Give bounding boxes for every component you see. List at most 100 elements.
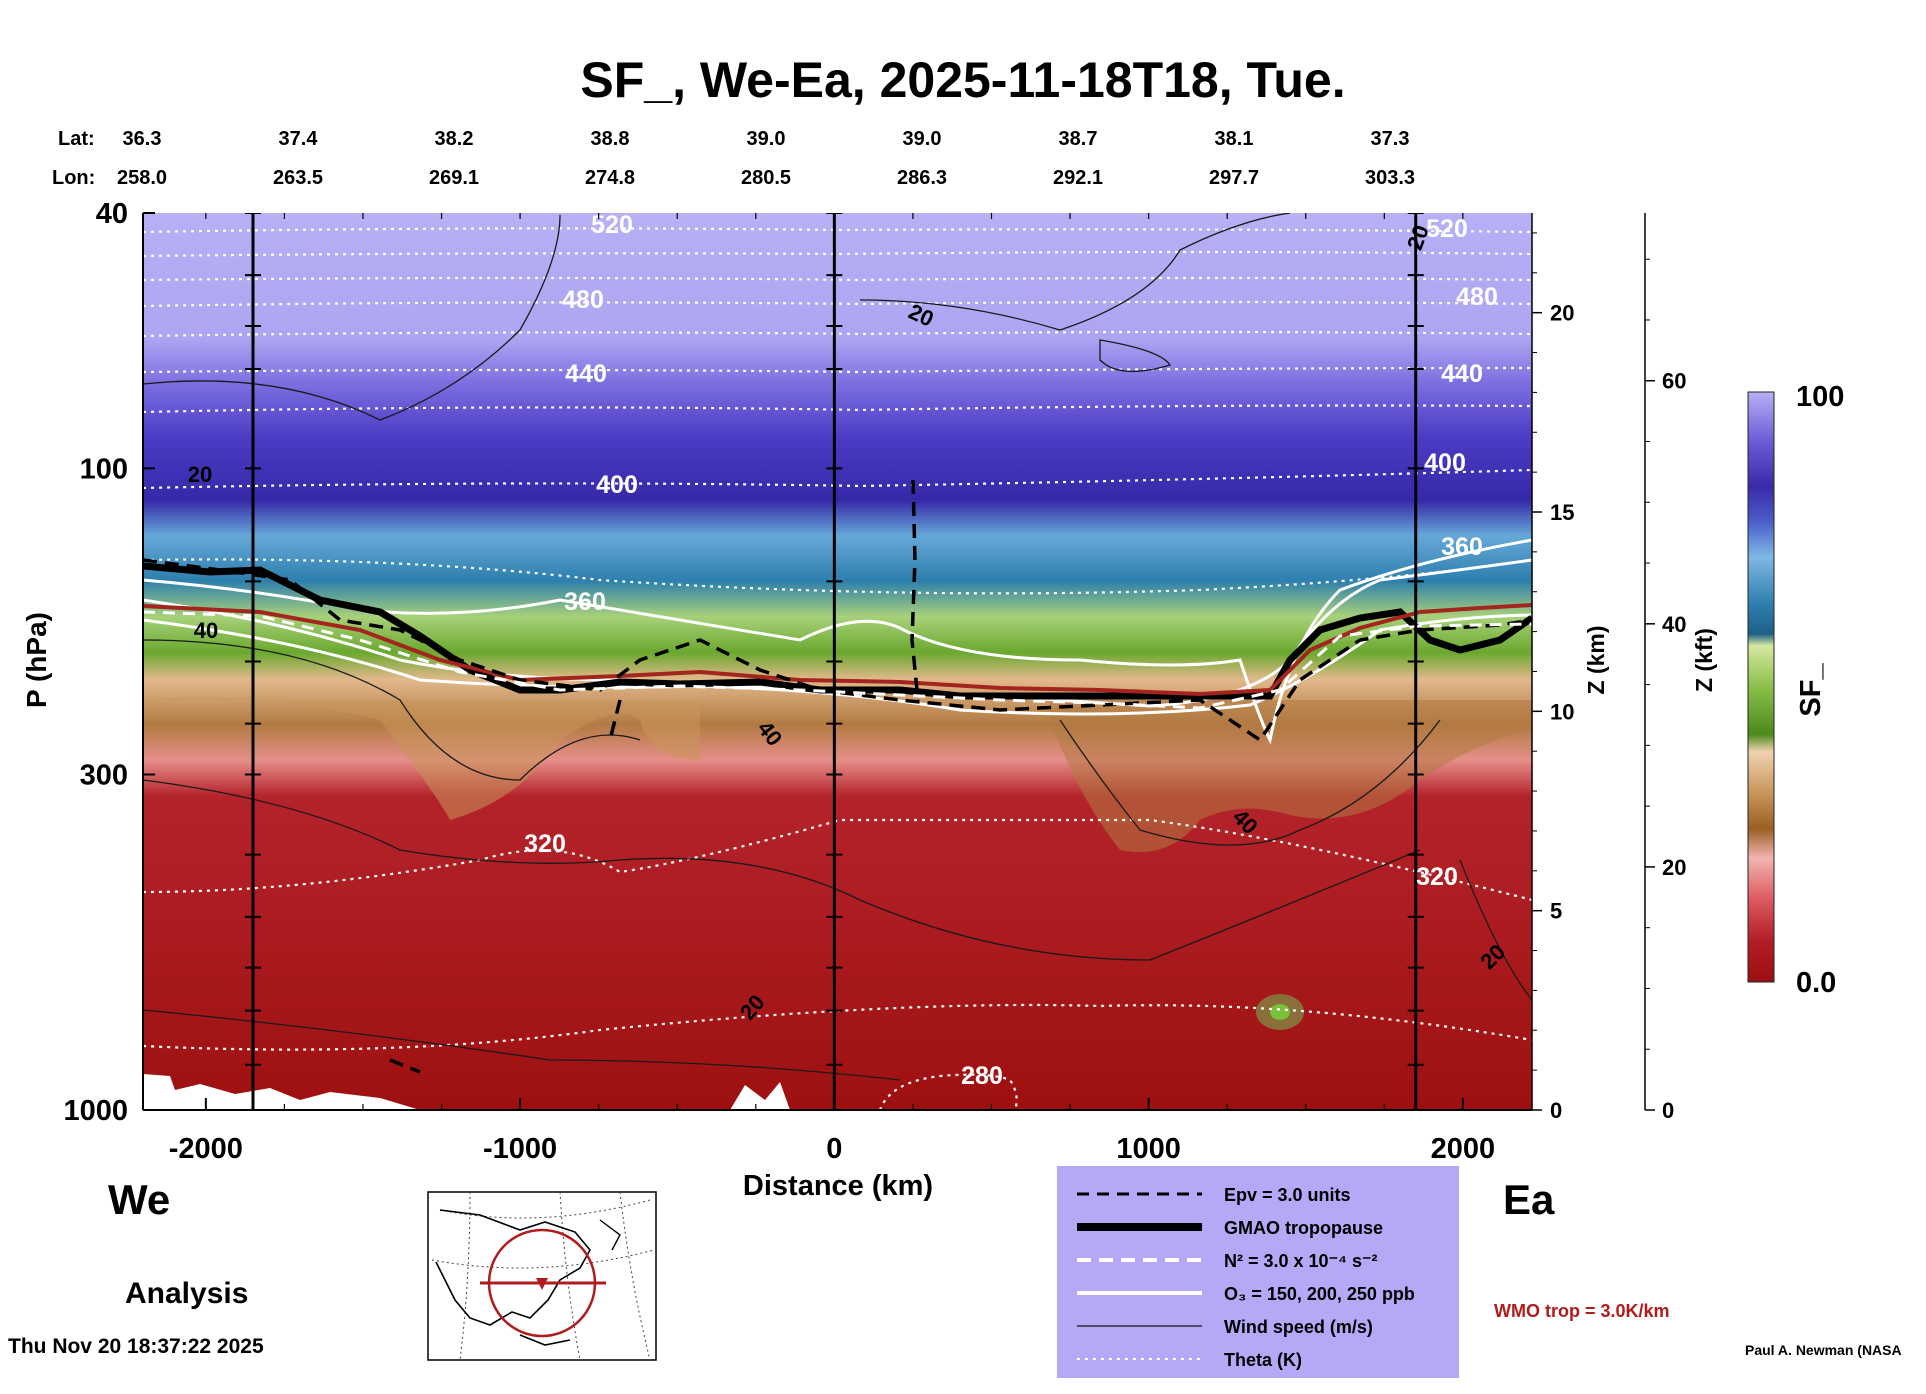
theta-label: 280 — [961, 1062, 1003, 1090]
colorbar-title: SF_ — [1795, 663, 1827, 717]
below-ground-mask — [143, 1074, 420, 1110]
epv-line — [608, 699, 622, 741]
theta-label: 320 — [1416, 863, 1458, 891]
inset-map-frame — [427, 1191, 657, 1361]
theta-label: 480 — [1456, 283, 1498, 311]
colorbar-max-label: 100 — [1796, 381, 1844, 413]
wind-contour — [143, 214, 561, 421]
gmao-tropopause — [143, 562, 1532, 700]
lat-value: 39.0 — [903, 128, 942, 150]
lon-value: 303.3 — [1365, 167, 1415, 189]
zkft-tick-label: 60 — [1662, 369, 1686, 394]
ozone-line — [143, 613, 1532, 716]
theta-label: 440 — [565, 360, 607, 388]
lon-value: 292.1 — [1053, 167, 1103, 189]
x-tick-label: 0 — [826, 1133, 842, 1165]
map-coastline — [519, 1334, 571, 1346]
zkm-tick-label: 10 — [1550, 699, 1574, 724]
lat-value: 38.7 — [1059, 128, 1098, 150]
lon-label: Lon: — [52, 167, 95, 189]
wind-speed-label: 20 — [188, 462, 212, 487]
wind-contour — [143, 779, 1421, 961]
wind-contour — [143, 1009, 901, 1081]
theta-label: 520 — [591, 211, 633, 239]
theta-labels: 520 480 440 400 360 320 280 520 480 440 400 360 320 — [524, 211, 1498, 1090]
map-graticule — [459, 1191, 471, 1361]
zkm-axis-label: Z (km) — [1583, 626, 1609, 695]
lat-value: 37.4 — [279, 128, 319, 150]
timestamp: Thu Nov 20 18:37:22 2025 — [8, 1335, 264, 1358]
x-tick-label: 1000 — [1116, 1133, 1181, 1165]
theta-label: 320 — [524, 830, 566, 858]
map-center-marker — [536, 1278, 548, 1290]
theta-label: 400 — [596, 471, 638, 499]
zkft-ticks: 0 20 40 60 — [1645, 258, 1686, 1123]
theta-lines — [143, 227, 1532, 1051]
lon-values: 258.0 263.5 269.1 274.8 280.5 286.3 292.1 297.7… — [117, 167, 1415, 189]
lon-value: 274.8 — [585, 167, 635, 189]
below-ground-mask-2 — [730, 1082, 790, 1110]
lat-value: 39.0 — [747, 128, 786, 150]
theta-label: 440 — [1441, 360, 1483, 388]
x-axis-label: Distance (km) — [743, 1170, 933, 1202]
zkm-tick-label: 0 — [1550, 1098, 1562, 1123]
theta-line — [143, 300, 1532, 308]
legend-label: O₃ = 150, 200, 250 ppb — [1224, 1284, 1415, 1304]
map-graticule — [559, 1191, 581, 1361]
lon-value: 269.1 — [429, 167, 479, 189]
theta-line — [143, 250, 1532, 258]
map-coastline — [435, 1209, 591, 1326]
y-tick-label: 1000 — [63, 1095, 128, 1127]
x-tick-label: -2000 — [169, 1133, 243, 1165]
legend-label: N² = 3.0 x 10⁻⁴ s⁻² — [1224, 1251, 1377, 1271]
legend-label: Theta (K) — [1224, 1350, 1302, 1370]
epv-line — [143, 558, 1532, 743]
zkm-ticks: 0 5 10 15 20 — [1532, 232, 1574, 1123]
wind-contour — [1099, 339, 1172, 373]
theta-line — [143, 404, 1532, 414]
sf-tan-region-west — [143, 697, 700, 820]
y-tick-label: 300 — [80, 759, 128, 791]
sf-green-core — [1270, 1004, 1290, 1020]
wmo-tropopause — [143, 603, 1532, 697]
y-axis-label: P (hPa) — [21, 612, 52, 708]
x-tick-label: -1000 — [483, 1133, 557, 1165]
vertical-reference-lines — [244, 213, 1424, 1110]
map-graticule — [619, 1191, 651, 1361]
theta-line — [143, 330, 1532, 338]
lon-value: 263.5 — [273, 167, 323, 189]
colorbar — [1747, 391, 1775, 983]
theta-line — [143, 227, 1532, 234]
legend-label: GMAO tropopause — [1224, 1218, 1383, 1238]
wind-contour — [1059, 719, 1441, 846]
wind-contour — [143, 639, 641, 781]
zkm-tick-label: 20 — [1550, 301, 1574, 326]
lon-value: 286.3 — [897, 167, 947, 189]
lon-value: 280.5 — [741, 167, 791, 189]
theta-line — [143, 1003, 1532, 1051]
chart-title: SF_, We-Ea, 2025-11-18T18, Tue. — [580, 52, 1345, 108]
x-tick-label: 2000 — [1431, 1133, 1496, 1165]
theta-label: 520 — [1426, 215, 1468, 243]
theta-line — [143, 558, 1532, 595]
y-ticks: 40 100 300 1000 — [63, 198, 155, 1127]
west-label: We — [108, 1176, 170, 1223]
plot-field — [143, 213, 1532, 1110]
legend-label: Epv = 3.0 units — [1224, 1185, 1351, 1205]
sf-tan-region-east — [1050, 700, 1532, 852]
east-label: Ea — [1503, 1176, 1555, 1223]
zkft-tick-label: 0 — [1662, 1098, 1674, 1123]
legend-items: Epv = 3.0 units GMAO tropopause N² = 3.0 x… — [1077, 1185, 1415, 1370]
n2-line — [143, 610, 1532, 710]
zkft-tick-label: 40 — [1662, 612, 1686, 637]
theta-line — [143, 276, 1532, 282]
y-tick-label: 40 — [96, 198, 128, 230]
epv-line — [389, 1058, 421, 1074]
wind-contours — [143, 213, 1532, 1081]
zkm-tick-label: 5 — [1550, 899, 1562, 924]
analysis-label: Analysis — [125, 1277, 248, 1310]
lat-label: Lat: — [58, 128, 95, 150]
y-tick-label: 100 — [80, 453, 128, 485]
lat-value: 36.3 — [123, 128, 162, 150]
